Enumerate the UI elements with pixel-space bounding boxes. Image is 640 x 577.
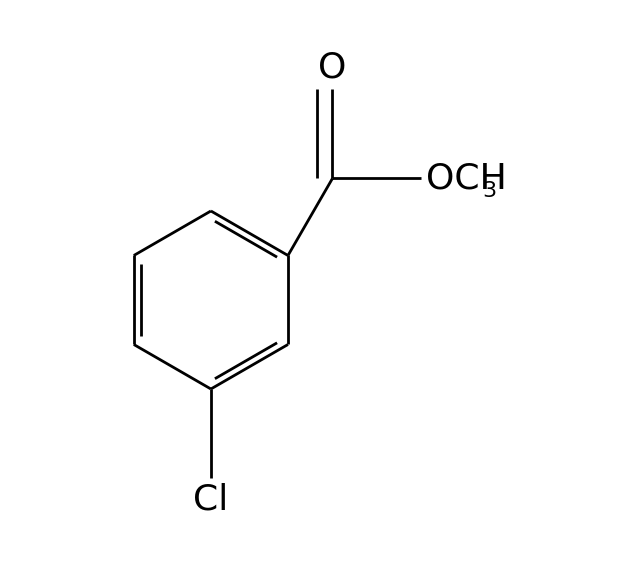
Text: 3: 3	[483, 181, 497, 201]
Text: OCH: OCH	[426, 162, 507, 196]
Text: Cl: Cl	[193, 482, 228, 516]
Text: O: O	[318, 51, 347, 85]
